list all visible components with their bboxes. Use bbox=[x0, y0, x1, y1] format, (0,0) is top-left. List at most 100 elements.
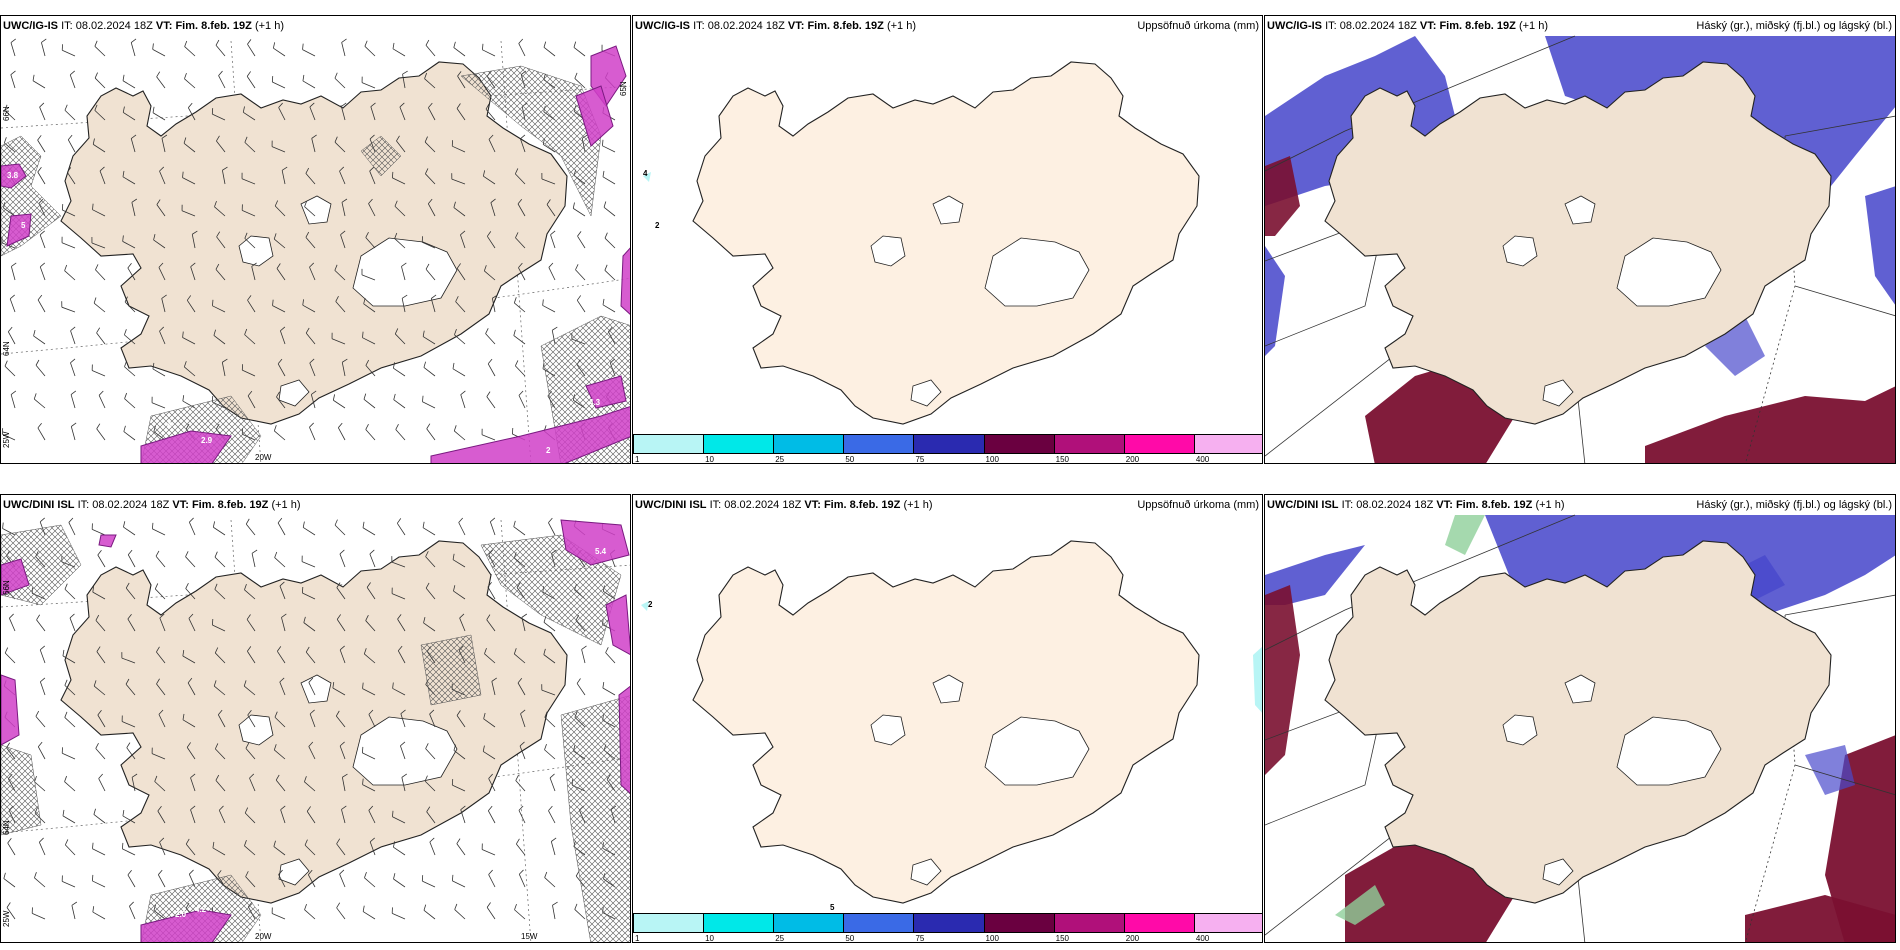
colorbar-swatch bbox=[983, 913, 1055, 933]
glacier-outline bbox=[870, 235, 906, 267]
colorbar-swatch bbox=[1123, 913, 1195, 933]
glacier-outline bbox=[1542, 379, 1574, 407]
precip-blob bbox=[140, 430, 232, 463]
colorbar-label: 400 bbox=[1195, 934, 1210, 943]
precip-blob bbox=[1, 163, 27, 189]
panel-header: UWC/IG-IS IT: 08.02.2024 18Z VT: Fim. 8.… bbox=[1267, 20, 1548, 32]
colorbar-swatch bbox=[1053, 913, 1125, 933]
colorbar-label: 50 bbox=[845, 934, 855, 943]
lon-label: 20W bbox=[255, 453, 272, 462]
precip-blob bbox=[605, 594, 630, 656]
wind-map bbox=[1, 38, 630, 463]
wind-value-label: 5 bbox=[21, 221, 26, 230]
panel-title: Uppsöfnuð úrkoma (mm) bbox=[1137, 20, 1259, 32]
precip-blob bbox=[140, 909, 232, 942]
colorbar-swatch bbox=[913, 434, 985, 454]
wind-value-label: 2.9 bbox=[201, 436, 213, 445]
colorbar-labels: 1 10 25 50 75 100 150 200 400 bbox=[633, 455, 1262, 464]
precip-blob bbox=[1, 674, 20, 746]
colorbar-swatch bbox=[983, 434, 1055, 454]
glacier-outline bbox=[870, 714, 906, 746]
hatch-area bbox=[360, 135, 402, 177]
panel-header: UWC/IG-IS IT: 08.02.2024 18Z VT: Fim. 8.… bbox=[635, 20, 916, 32]
colorbar-label: 10 bbox=[705, 934, 715, 943]
glacier-outline bbox=[1502, 714, 1538, 746]
cloud-map bbox=[1265, 514, 1895, 942]
panel-header: UWC/DINI ISL IT: 08.02.2024 18Z VT: Fim.… bbox=[1267, 499, 1565, 511]
colorbar-swatch bbox=[633, 913, 705, 933]
colorbar-label: 200 bbox=[1125, 934, 1140, 943]
glacier-outline bbox=[278, 379, 310, 407]
hatch-area bbox=[460, 65, 602, 217]
colorbar-label: 25 bbox=[775, 934, 785, 943]
lon-label: 20W bbox=[255, 932, 272, 941]
glacier-outline bbox=[300, 195, 332, 225]
glacier-outline bbox=[932, 195, 964, 225]
colorbar-labels: 1 10 25 50 75 100 150 200 400 bbox=[633, 934, 1262, 943]
glacier-outline bbox=[932, 674, 964, 704]
colorbar-label: 200 bbox=[1125, 455, 1140, 464]
glacier-outline bbox=[352, 237, 458, 307]
precip-trace bbox=[643, 172, 651, 182]
colorbar-label: 10 bbox=[705, 455, 715, 464]
colorbar-swatch bbox=[773, 434, 845, 454]
panel-top-middle-precip: UWC/IG-IS IT: 08.02.2024 18Z VT: Fim. 8.… bbox=[632, 15, 1263, 464]
lat-label: 25W bbox=[2, 910, 11, 927]
glacier-outline bbox=[1564, 195, 1596, 225]
cloud-map bbox=[1265, 35, 1895, 463]
wind-value-label: 3.8 bbox=[7, 171, 19, 180]
lat-label: 64N bbox=[2, 820, 11, 835]
precip-blob bbox=[98, 534, 117, 548]
colorbar-swatch bbox=[1193, 913, 1262, 933]
precip-blob bbox=[618, 685, 630, 794]
glacier-outline bbox=[300, 674, 332, 704]
wind-value-label: 4.3 bbox=[589, 398, 601, 407]
colorbar-label: 100 bbox=[985, 934, 999, 943]
precip-blob bbox=[560, 519, 630, 566]
wind-value-label: 2 bbox=[546, 446, 551, 455]
panel-bottom-right-cloud: UWC/DINI ISL IT: 08.02.2024 18Z VT: Fim.… bbox=[1264, 494, 1896, 943]
panel-top-right-cloud: UWC/IG-IS IT: 08.02.2024 18Z VT: Fim. 8.… bbox=[1264, 15, 1896, 464]
glacier-outline bbox=[984, 716, 1090, 786]
glacier-outline bbox=[1616, 716, 1722, 786]
precip-blob bbox=[575, 85, 614, 147]
panel-title: Uppsöfnuð úrkoma (mm) bbox=[1137, 499, 1259, 511]
iceland-landmass bbox=[692, 540, 1200, 904]
glacier-outline bbox=[238, 714, 274, 746]
iceland-landmass bbox=[692, 61, 1200, 425]
glacier-outline bbox=[1564, 674, 1596, 704]
precip-trace bbox=[1253, 646, 1262, 713]
colorbar-label: 75 bbox=[915, 934, 925, 943]
glacier-outline bbox=[1616, 237, 1722, 307]
wind-barbs bbox=[2, 517, 617, 920]
colorbar-swatch bbox=[633, 434, 705, 454]
lon-label: 15W bbox=[521, 932, 538, 941]
precip-point-label: 5 bbox=[830, 903, 835, 912]
precip-point-label: 2 bbox=[655, 221, 660, 230]
glacier-outline bbox=[238, 235, 274, 267]
lat-label: 25W bbox=[2, 431, 11, 448]
precip-colorbar bbox=[633, 434, 1262, 454]
colorbar-swatch bbox=[1053, 434, 1125, 454]
panel-title: Háský (gr.), miðský (fj.bl.) og lágský (… bbox=[1696, 20, 1892, 32]
panel-bottom-left-wind: UWC/DINI ISL IT: 08.02.2024 18Z VT: Fim.… bbox=[0, 494, 631, 943]
precip-blob bbox=[620, 247, 630, 315]
iceland-landmass bbox=[1324, 540, 1832, 904]
colorbar-label: 25 bbox=[775, 455, 785, 464]
precip-map bbox=[641, 540, 1262, 904]
wind-map bbox=[1, 517, 630, 942]
colorbar-swatch bbox=[1123, 434, 1195, 454]
colorbar-label: 400 bbox=[1195, 455, 1210, 464]
colorbar-label: 75 bbox=[915, 455, 925, 464]
colorbar-swatch bbox=[703, 913, 775, 933]
colorbar-swatch bbox=[843, 434, 915, 454]
colorbar-swatch bbox=[913, 913, 985, 933]
glacier-outline bbox=[1542, 858, 1574, 886]
hatch-area bbox=[420, 634, 482, 706]
glacier-outline bbox=[910, 858, 942, 886]
wind-value-label: 2.0 bbox=[175, 910, 187, 919]
colorbar-label: 150 bbox=[1055, 934, 1070, 943]
panel-header: UWC/IG-IS IT: 08.02.2024 18Z VT: Fim. 8.… bbox=[3, 20, 284, 32]
colorbar-label: 150 bbox=[1055, 455, 1070, 464]
colorbar-swatch bbox=[843, 913, 915, 933]
